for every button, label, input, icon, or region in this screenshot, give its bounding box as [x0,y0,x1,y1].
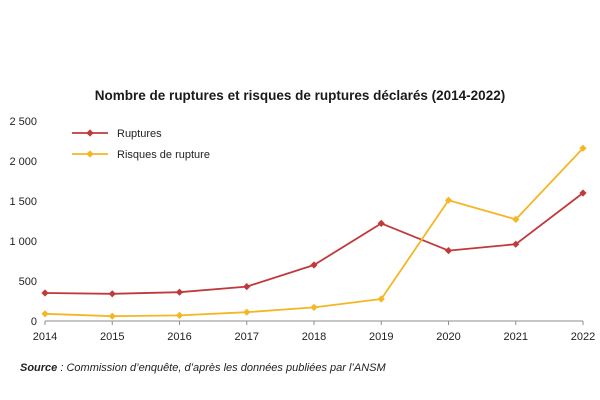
series-lines [44,147,584,318]
x-tick-label: 2015 [100,331,124,343]
source-note: Source : Commission d’enquête, d’après l… [20,362,386,374]
y-tick-label: 0 [31,316,37,328]
y-tick-label: 500 [19,276,37,288]
x-tick-label: 2018 [302,331,326,343]
legend-marker-0 [86,129,94,137]
data-point-1-7 [512,215,520,223]
data-point-0-1 [108,290,116,298]
data-point-0-2 [175,288,184,296]
source-label: Source [20,362,58,374]
data-point-1-6 [444,196,453,204]
data-point-1-2 [175,311,184,319]
source-text: : Commission d’enquête, d’après les donn… [57,362,386,374]
data-point-1-0 [41,310,49,318]
x-tick-label: 2021 [504,331,528,343]
x-tick-label: 2019 [369,331,393,343]
legend-label-0: Ruptures [117,128,162,140]
data-point-1-4 [310,303,318,311]
data-point-0-7 [512,240,520,248]
legend-label-1: Risques de rupture [117,149,210,161]
y-tick-label: 2 500 [9,116,37,128]
data-point-0-3 [243,283,251,291]
data-point-0-5 [377,219,385,227]
data-point-0-6 [444,247,453,255]
y-tick-label: 1 000 [9,236,37,248]
chart-axes: 2014 2015 2016 2017 2018 2019 2020 2021 2022 0 500… [9,116,595,343]
chart-legend: Ruptures Risques de rupture [72,128,210,161]
x-tick-label: 2020 [436,331,460,343]
x-tick-label: 2014 [33,331,57,343]
x-tick-label: 2017 [235,331,259,343]
legend-marker-1 [86,150,94,158]
data-point-0-8 [579,189,587,197]
chart-title: Nombre de ruptures et risques de rupture… [94,88,506,103]
data-point-1-5 [377,295,385,303]
x-tick-label: 2016 [167,331,191,343]
series-markers [41,144,587,320]
series-line-0 [44,192,584,295]
data-point-1-1 [108,312,116,320]
data-point-1-3 [243,308,251,316]
y-tick-label: 1 500 [9,196,37,208]
data-point-0-4 [310,261,318,269]
data-point-1-8 [579,144,587,152]
y-tick-label: 2 000 [9,156,37,168]
data-point-0-0 [41,289,49,297]
x-tick-label: 2022 [571,331,595,343]
series-line-1 [44,147,584,318]
